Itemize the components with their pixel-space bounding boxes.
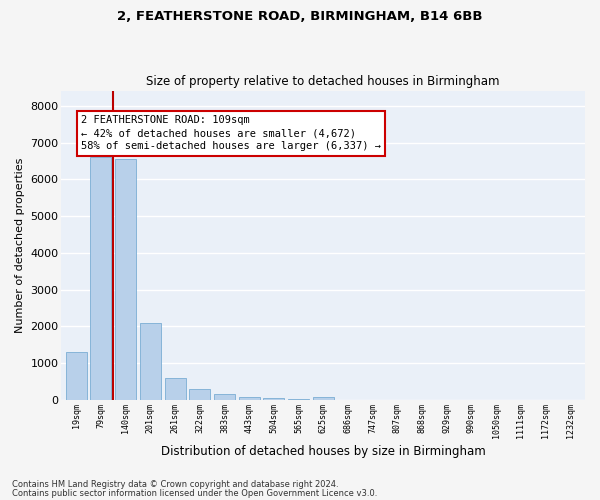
Text: 2 FEATHERSTONE ROAD: 109sqm
← 42% of detached houses are smaller (4,672)
58% of : 2 FEATHERSTONE ROAD: 109sqm ← 42% of det… [81,115,381,152]
Title: Size of property relative to detached houses in Birmingham: Size of property relative to detached ho… [146,76,500,88]
Y-axis label: Number of detached properties: Number of detached properties [15,158,25,333]
Bar [189,389,210,400]
Bar [214,394,235,400]
Bar [239,397,260,400]
Bar [313,397,334,400]
Bar [164,378,185,400]
Text: 2, FEATHERSTONE ROAD, BIRMINGHAM, B14 6BB: 2, FEATHERSTONE ROAD, BIRMINGHAM, B14 6B… [117,10,483,23]
Bar [140,322,161,400]
Bar [115,159,136,400]
Bar [263,398,284,400]
X-axis label: Distribution of detached houses by size in Birmingham: Distribution of detached houses by size … [161,444,485,458]
Bar [288,398,309,400]
Text: Contains public sector information licensed under the Open Government Licence v3: Contains public sector information licen… [12,488,377,498]
Text: Contains HM Land Registry data © Crown copyright and database right 2024.: Contains HM Land Registry data © Crown c… [12,480,338,489]
Bar [91,157,112,400]
Bar [66,352,87,400]
